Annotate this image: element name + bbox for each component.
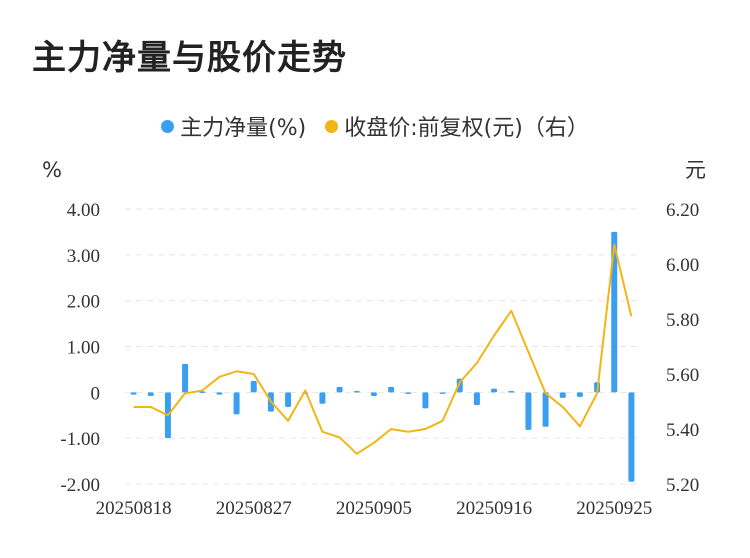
bar [628,392,635,482]
bar [491,388,498,393]
left-tick-label: 1.00 [67,338,100,359]
right-axis-unit: 元 [685,158,706,182]
legend-label-close-price: 收盘价:前复权(元)（右） [344,116,589,141]
legend-label-net-volume: 主力净量(%) [180,116,307,141]
bar [130,392,137,395]
x-axis: 20250818 20250827 20250905 20250916 20250925 [96,498,653,519]
bar [559,392,566,398]
bar [182,363,189,393]
left-tick-label: 0 [91,383,101,404]
legend-dot-icon [325,119,339,133]
bar [611,231,618,393]
bar [199,391,206,393]
bar [525,392,532,430]
bar [285,392,292,407]
legend-dot-icon [161,119,175,133]
bar [542,392,549,427]
bar [508,390,515,393]
left-tick-label: 4.00 [67,200,100,221]
bar [353,390,360,393]
left-tick-label: 2.00 [67,292,100,313]
bar [216,392,223,395]
right-tick-label: 6.00 [666,255,699,276]
bar [336,386,343,393]
x-tick-label: 20250905 [336,498,412,519]
line-series [133,243,633,455]
grid-lines [125,208,640,485]
right-tick-label: 6.20 [666,200,699,221]
right-tick-label: 5.40 [666,420,699,441]
right-tick-label: 5.20 [666,475,699,496]
legend-item-net-volume[interactable]: 主力净量(%) [161,110,306,142]
bar [439,392,446,394]
bar [576,392,583,397]
bar [405,392,412,394]
bar [233,392,240,415]
left-tick-label: 3.00 [67,246,100,267]
right-tick-label: 5.60 [666,365,699,386]
bar [147,392,154,396]
left-axis-unit: % [42,158,62,182]
x-tick-label: 20250916 [456,498,532,519]
left-axis: 4.00 3.00 2.00 1.00 0 -1.00 -2.00 [60,200,100,496]
legend-item-close-price[interactable]: 收盘价:前复权(元)（右） [325,110,589,142]
bar-series [130,231,635,482]
x-tick-label: 20250818 [96,498,172,519]
bar [319,392,326,404]
price-line [133,243,633,455]
right-axis: 6.20 6.00 5.80 5.60 5.40 5.20 [666,200,699,496]
right-tick-label: 5.80 [666,310,699,331]
chart-title: 主力净量与股价走势 [32,38,347,78]
legend: 主力净量(%) 收盘价:前复权(元)（右） [0,110,750,142]
bar [473,392,480,406]
bar [388,386,395,393]
bar [250,380,257,393]
left-tick-label: -1.00 [60,429,100,450]
bar [422,392,429,409]
left-tick-label: -2.00 [60,475,100,496]
bar [370,392,377,396]
x-tick-label: 20250925 [576,498,652,519]
x-tick-label: 20250827 [216,498,292,519]
